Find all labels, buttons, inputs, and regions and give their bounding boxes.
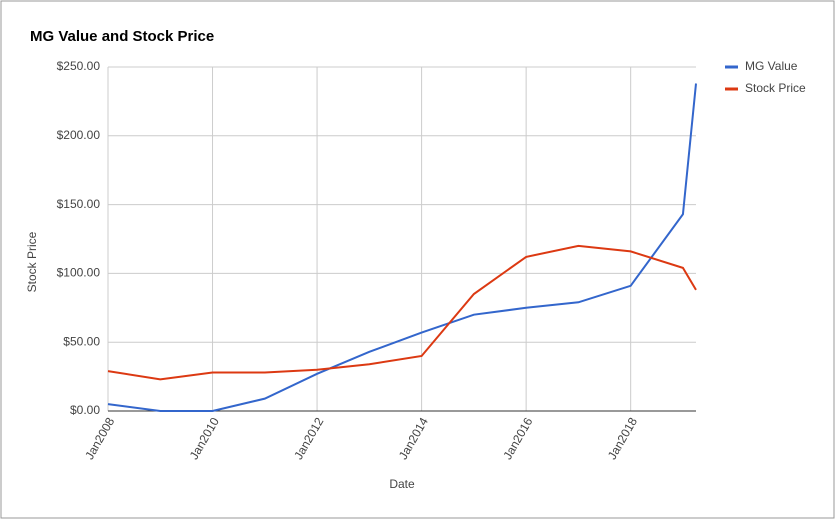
x-axis-title: Date	[389, 477, 415, 491]
legend-label: MG Value	[745, 59, 798, 73]
y-tick-label: $0.00	[70, 403, 100, 417]
y-axis-title: Stock Price	[25, 231, 39, 292]
series-line	[107, 244, 697, 381]
y-tick-label: $50.00	[63, 334, 100, 348]
y-tick-label: $100.00	[57, 266, 101, 280]
y-tick-label: $250.00	[57, 59, 101, 73]
y-tick-label: $200.00	[57, 128, 101, 142]
legend-label: Stock Price	[745, 81, 806, 95]
series-line	[107, 83, 697, 412]
y-tick-label: $150.00	[57, 197, 101, 211]
chart-title: MG Value and Stock Price	[30, 28, 214, 45]
